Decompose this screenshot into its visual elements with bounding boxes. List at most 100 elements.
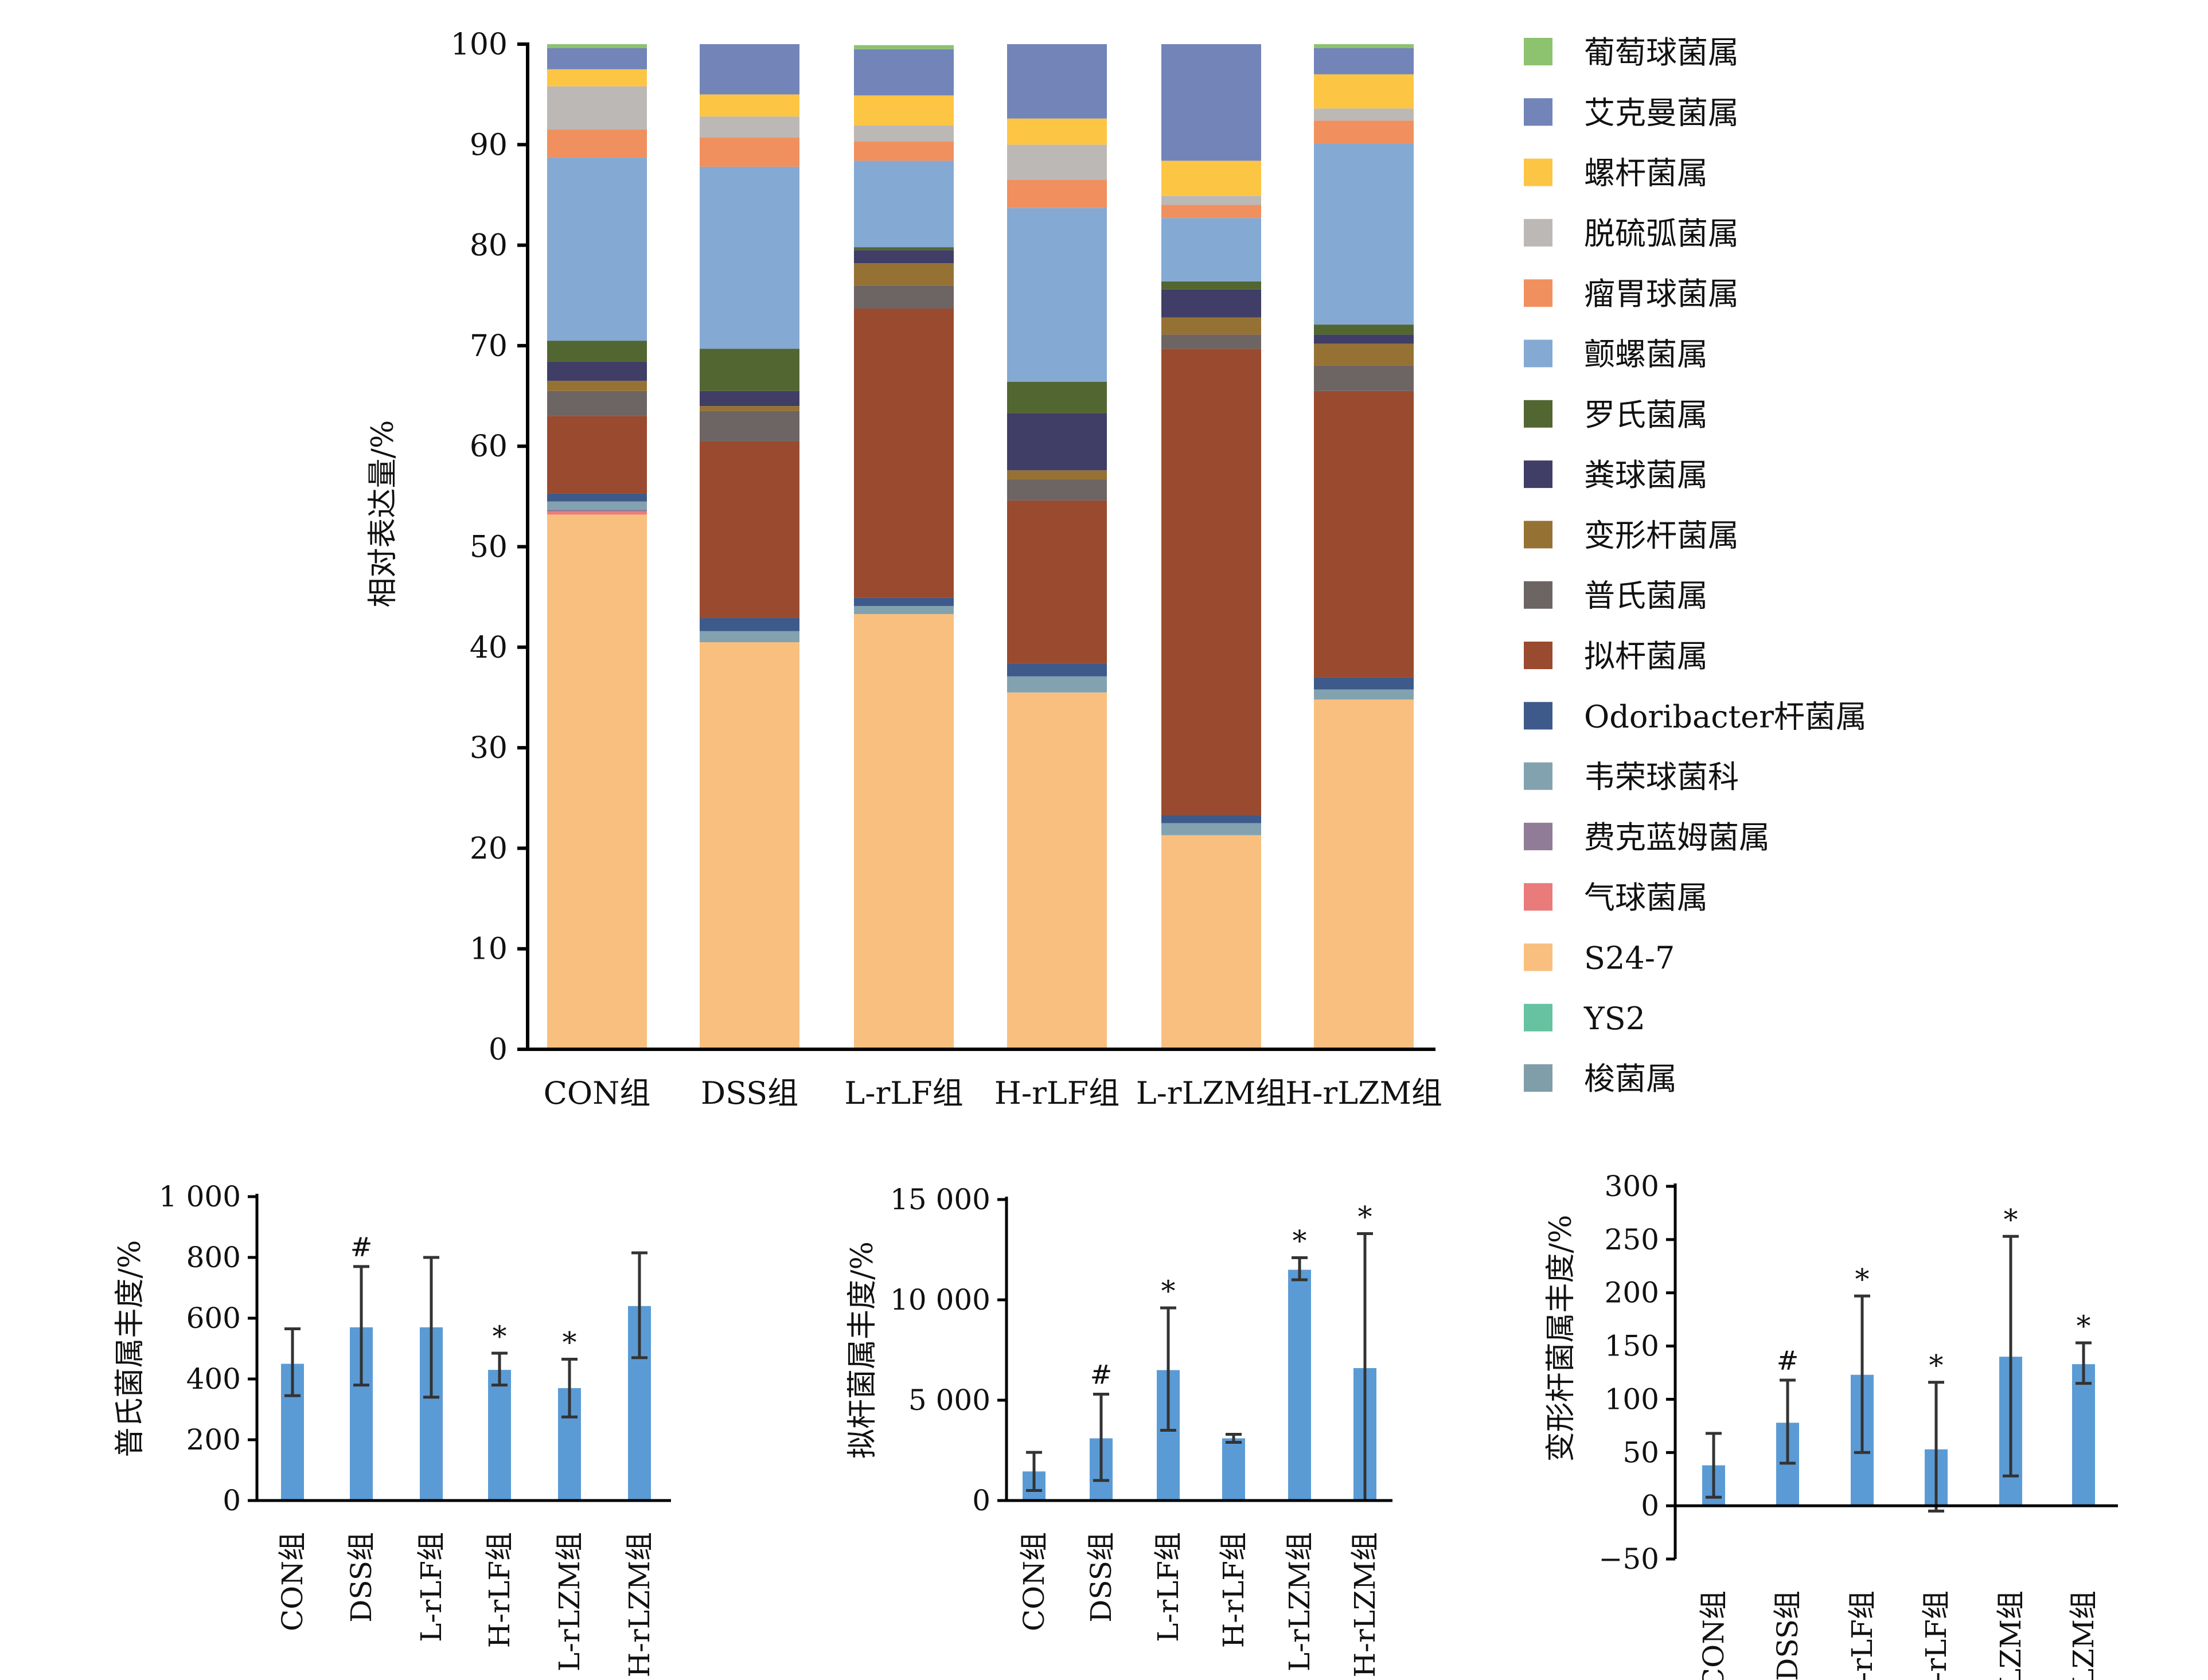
legend-swatch — [1524, 1003, 1552, 1032]
y-tick-label: 100 — [1605, 1382, 1659, 1416]
y-tick-label: 0 — [972, 1484, 990, 1517]
x-tick-label: L-rLF组 — [415, 1532, 448, 1642]
stack-segment — [1007, 44, 1107, 119]
stack-segment — [854, 45, 954, 49]
stack-segment — [700, 166, 799, 349]
stack-segment — [547, 509, 647, 512]
stack-segment — [1161, 823, 1261, 835]
x-tick-label: CON组 — [276, 1532, 309, 1631]
x-tick-label: L-rLZM组 — [1136, 1075, 1287, 1111]
legend-swatch — [1524, 460, 1552, 489]
legend-swatch — [1524, 158, 1552, 186]
x-tick-label: H-rLZM组 — [623, 1532, 656, 1678]
x-tick-label: H-rLF组 — [1920, 1591, 1953, 1680]
y-tick-label: 80 — [470, 229, 508, 263]
y-tick-label: 200 — [186, 1423, 241, 1456]
stack-segment — [1007, 413, 1107, 471]
legend-label: 葡萄球菌属 — [1584, 34, 1739, 71]
stack-segment — [1007, 479, 1107, 501]
legend-swatch — [1524, 38, 1552, 65]
x-tick-label: DSS组 — [1771, 1591, 1804, 1680]
stack-segment — [1314, 334, 1414, 344]
x-tick-label: DSS组 — [1085, 1532, 1118, 1623]
significance-mark: * — [2077, 1310, 2091, 1343]
bar — [488, 1370, 511, 1501]
legend-swatch — [1524, 883, 1552, 911]
y-tick-label: 150 — [1605, 1330, 1659, 1363]
legend-label: 瘤胃球菌属 — [1584, 276, 1739, 312]
legend-swatch — [1524, 339, 1552, 368]
legend-swatch — [1524, 702, 1552, 730]
legend-label: 普氏菌属 — [1584, 578, 1708, 614]
stack-segment — [547, 381, 647, 391]
y-tick-label: 800 — [186, 1241, 241, 1274]
significance-mark: * — [1855, 1263, 1870, 1296]
stack-segment — [854, 605, 954, 614]
stack-segment — [547, 48, 647, 69]
legend-swatch — [1524, 218, 1552, 247]
y-tick-label: 5 000 — [908, 1384, 990, 1417]
significance-mark: * — [1929, 1349, 1944, 1382]
stack-segment — [700, 138, 799, 167]
stack-segment — [700, 642, 799, 1049]
x-tick-label: CON组 — [1017, 1532, 1051, 1631]
legend-label: 气球菌属 — [1584, 880, 1708, 916]
y-axis-label: 相对表达量/% — [366, 420, 400, 608]
y-tick-label: 10 000 — [890, 1283, 990, 1316]
stack-segment — [1314, 44, 1414, 49]
legend-label: 脱硫弧菌属 — [1584, 216, 1739, 252]
stack-segment — [1314, 143, 1414, 325]
stack-segment — [547, 86, 647, 130]
stack-segment — [700, 618, 799, 631]
x-tick-label: H-rLF组 — [994, 1075, 1119, 1111]
x-tick-label: H-rLZM组 — [1285, 1075, 1442, 1111]
bar — [2072, 1364, 2095, 1506]
legend-label: YS2 — [1583, 1001, 1645, 1037]
legend-label: S24-7 — [1584, 940, 1675, 976]
y-axis-label: 普氏菌属丰度/% — [113, 1240, 147, 1458]
x-tick-label: L-rLZM组 — [553, 1532, 586, 1671]
y-tick-label: 50 — [470, 530, 508, 565]
y-axis-label: 变形杆菌属丰度/% — [1544, 1215, 1578, 1462]
stack-segment — [1007, 208, 1107, 382]
stack-segment — [547, 130, 647, 158]
significance-mark: * — [1293, 1225, 1307, 1258]
stack-segment — [1007, 118, 1107, 145]
stack-segment — [1007, 470, 1107, 480]
significance-mark: * — [493, 1320, 507, 1353]
stack-segment — [547, 158, 647, 341]
stack-segment — [1314, 74, 1414, 109]
x-tick-label: L-rLF组 — [1846, 1591, 1879, 1680]
x-tick-label: H-rLZM组 — [1348, 1532, 1382, 1678]
stack-segment — [700, 406, 799, 411]
y-tick-label: 60 — [470, 429, 508, 464]
stack-segment — [1314, 390, 1414, 678]
stack-segment — [700, 94, 799, 117]
x-tick-label: L-rLZM组 — [1283, 1532, 1316, 1671]
y-tick-label: 200 — [1605, 1276, 1659, 1310]
legend-swatch — [1524, 279, 1552, 307]
stack-segment — [547, 390, 647, 416]
stack-segment — [1314, 108, 1414, 121]
stack-segment — [1314, 48, 1414, 75]
x-tick-label: L-rLF组 — [1152, 1532, 1185, 1642]
stack-segment — [547, 44, 647, 49]
stack-segment — [1007, 179, 1107, 208]
stack-segment — [1314, 677, 1414, 690]
legend-label: 螺杆菌属 — [1584, 155, 1708, 192]
x-tick-label: L-rLZM组 — [1994, 1591, 2027, 1680]
stack-segment — [1314, 699, 1414, 1049]
stack-segment — [1161, 281, 1261, 290]
stack-segment — [547, 493, 647, 502]
stack-segment — [854, 95, 954, 126]
stack-segment — [1161, 44, 1261, 161]
y-tick-label: 300 — [1605, 1170, 1659, 1203]
y-tick-label: −50 — [1598, 1542, 1659, 1576]
x-tick-label: L-rLF组 — [844, 1075, 963, 1111]
stack-segment — [854, 250, 954, 264]
legend-swatch — [1524, 822, 1552, 850]
stack-segment — [854, 49, 954, 96]
stack-segment — [1007, 676, 1107, 693]
x-tick-label: DSS组 — [701, 1075, 798, 1111]
